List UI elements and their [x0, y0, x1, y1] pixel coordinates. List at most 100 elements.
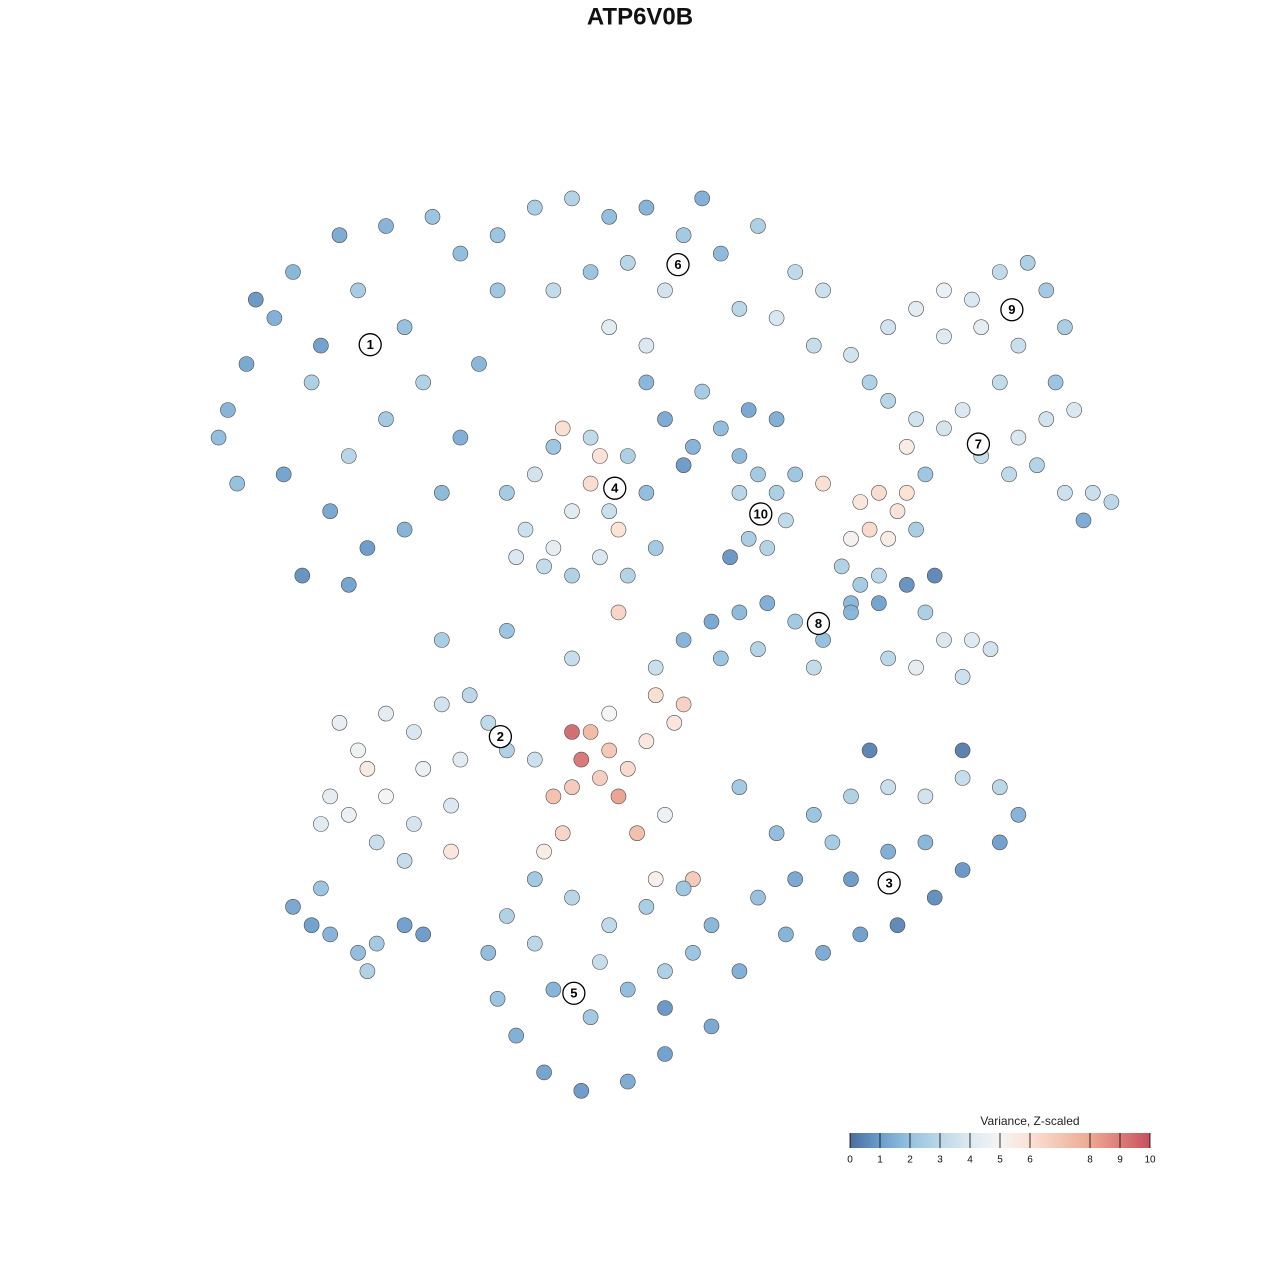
points-layer — [210, 190, 1120, 1099]
point — [731, 484, 748, 501]
cluster-label: 1 — [367, 337, 374, 352]
point — [210, 429, 227, 446]
point — [740, 402, 757, 418]
point — [768, 825, 785, 842]
point — [991, 834, 1008, 851]
point — [917, 834, 934, 851]
point — [954, 862, 971, 878]
point — [517, 521, 534, 538]
point — [954, 668, 971, 685]
point — [657, 1000, 673, 1016]
point — [1038, 282, 1055, 299]
point — [461, 687, 478, 704]
cluster-marker — [749, 502, 773, 526]
point — [703, 613, 720, 630]
point — [917, 788, 934, 805]
point — [443, 843, 459, 860]
point — [554, 420, 571, 437]
point — [843, 530, 859, 547]
point — [815, 944, 831, 961]
point — [238, 356, 255, 372]
point — [545, 788, 562, 805]
point — [1010, 429, 1027, 446]
point — [424, 209, 441, 225]
point — [1010, 337, 1027, 354]
point — [991, 374, 1008, 391]
point — [685, 944, 701, 961]
point — [694, 383, 711, 400]
point — [750, 218, 766, 234]
point — [982, 641, 999, 658]
point — [229, 475, 245, 492]
point — [592, 954, 608, 970]
point — [554, 825, 571, 842]
point — [647, 687, 664, 704]
point — [601, 209, 618, 225]
cluster-marker — [488, 724, 513, 749]
cluster-labels: 1 2 3 4 5 6 7 8 9 10 — [358, 252, 1024, 1005]
point — [936, 632, 952, 648]
chart-title: ATP6V0B — [587, 3, 693, 30]
point — [871, 595, 887, 612]
point — [564, 724, 580, 740]
point — [964, 291, 980, 308]
point — [489, 282, 506, 299]
point — [601, 917, 618, 934]
point — [322, 503, 339, 520]
point — [1066, 402, 1082, 418]
point — [675, 880, 692, 897]
point — [368, 834, 385, 851]
point — [852, 576, 869, 593]
point — [880, 319, 897, 336]
point — [601, 705, 618, 722]
point — [936, 420, 952, 437]
point — [1057, 484, 1073, 501]
point — [573, 751, 590, 768]
point — [898, 576, 915, 593]
point — [331, 227, 348, 243]
point — [582, 724, 599, 740]
point — [852, 494, 869, 510]
point — [638, 484, 655, 501]
point — [657, 806, 673, 823]
point — [787, 613, 804, 630]
point — [526, 871, 543, 888]
point — [508, 549, 525, 566]
point — [489, 990, 506, 1007]
point — [629, 825, 645, 842]
point — [778, 926, 794, 943]
point — [396, 521, 413, 538]
point — [805, 337, 822, 354]
point — [731, 779, 748, 796]
point — [675, 227, 692, 243]
point — [852, 926, 869, 943]
point — [582, 429, 599, 446]
point — [880, 530, 897, 547]
point — [564, 567, 580, 584]
point — [871, 567, 887, 584]
point — [647, 871, 664, 888]
point — [340, 448, 357, 464]
cluster-marker — [358, 333, 382, 357]
point — [1057, 319, 1073, 336]
point — [833, 558, 850, 575]
point — [601, 503, 618, 520]
point — [508, 1027, 525, 1044]
point — [526, 199, 543, 216]
cluster-label: 4 — [611, 481, 619, 496]
point — [880, 650, 897, 667]
point — [1075, 512, 1092, 529]
point — [750, 889, 766, 906]
point — [378, 218, 394, 234]
point — [610, 604, 627, 621]
point — [619, 981, 636, 998]
point — [359, 760, 376, 777]
point — [350, 282, 366, 299]
point — [406, 724, 422, 740]
point — [843, 604, 859, 621]
point — [526, 466, 543, 483]
point — [657, 282, 673, 299]
point — [1103, 494, 1120, 510]
cluster-marker — [806, 611, 831, 636]
point — [973, 319, 990, 336]
